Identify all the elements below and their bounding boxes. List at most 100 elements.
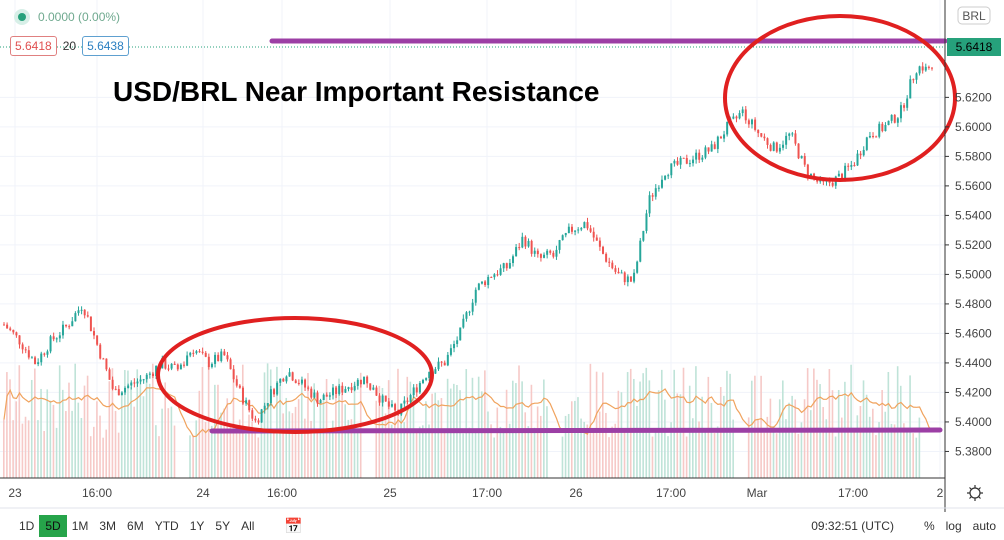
candle-body — [899, 105, 902, 119]
volume-bar — [310, 420, 312, 478]
candle-body — [363, 376, 366, 385]
candle-body — [794, 133, 797, 144]
volume-bar — [49, 400, 52, 478]
sell-price[interactable]: 5.6418 — [10, 36, 57, 56]
candle-body — [685, 158, 688, 164]
candle-body — [567, 226, 570, 233]
volume-bar — [65, 411, 67, 478]
candle-body — [446, 354, 449, 366]
volume-bar — [881, 390, 883, 478]
x-tick-label: 16:00 — [267, 486, 297, 500]
range-ytd[interactable]: YTD — [154, 519, 179, 533]
candle-body — [18, 335, 21, 345]
volume-bar — [15, 401, 18, 478]
candle-body — [797, 143, 800, 159]
volume-bar — [350, 419, 353, 478]
last-price-badge — [947, 38, 1001, 56]
candle-body — [418, 383, 421, 393]
candle-body — [555, 249, 558, 257]
volume-bar — [459, 390, 461, 478]
volume-bar — [893, 424, 896, 478]
candle-body — [390, 404, 393, 407]
candle-body — [645, 213, 648, 231]
percent-toggle[interactable]: % — [923, 519, 935, 533]
candle-body — [96, 335, 99, 345]
candle-body — [52, 336, 55, 340]
candle-body — [459, 327, 462, 341]
date-range-calendar-icon[interactable]: 📅 — [284, 518, 304, 535]
volume-bar — [642, 373, 644, 478]
range-5d[interactable]: 5D — [39, 515, 67, 537]
candle-body — [86, 315, 89, 317]
price-axis: 5.3800 5.4000 5.4200 5.4400 5.4600 5.4800 5.50… — [945, 90, 992, 458]
range-3m[interactable]: 3M — [99, 519, 117, 533]
volume-bar — [52, 404, 55, 478]
candle-body — [539, 254, 542, 258]
y-tick-label: 5.5600 — [955, 179, 992, 193]
candle-body — [279, 378, 282, 383]
volume-bar — [698, 421, 700, 478]
volume-bar — [868, 416, 871, 478]
x-tick-label: 23 — [8, 486, 22, 500]
candle-body — [583, 222, 586, 229]
x-tick-label: 16:00 — [82, 486, 112, 500]
range-1m[interactable]: 1M — [71, 519, 89, 533]
candles — [3, 62, 933, 425]
volume-bar — [915, 437, 918, 478]
candle-body — [859, 153, 862, 156]
volume-bar — [58, 365, 61, 478]
volume-bar — [468, 427, 471, 478]
candle-body — [347, 387, 350, 390]
candle-body — [232, 369, 235, 380]
buy-price[interactable]: 5.6438 — [82, 36, 129, 56]
volume-bar — [527, 426, 530, 478]
range-1y[interactable]: 1Y — [189, 519, 205, 533]
settings-gear-icon[interactable] — [967, 485, 983, 501]
volume-bar — [524, 412, 527, 478]
volume-bar — [263, 372, 266, 478]
candle-body — [300, 379, 303, 384]
volume-moving-average — [3, 386, 933, 438]
volume-bar — [620, 392, 623, 478]
candle-body — [372, 387, 375, 390]
candle-body — [192, 352, 195, 354]
volume-bar — [623, 429, 626, 478]
volume-bar — [608, 437, 610, 478]
volume-bar — [331, 420, 334, 478]
candle-body — [775, 142, 778, 152]
volume-bar — [853, 429, 856, 478]
volume-bar — [421, 425, 424, 478]
range-6m[interactable]: 6M — [127, 519, 144, 533]
volume-bar — [859, 405, 862, 478]
volume-bar — [437, 400, 440, 478]
range-1d[interactable]: 1D — [19, 519, 35, 533]
candle-body — [695, 152, 698, 160]
candle-body — [642, 230, 645, 241]
candle-body — [760, 133, 763, 137]
candle-body — [214, 354, 217, 364]
volume-bar — [207, 365, 210, 478]
candle-body — [105, 358, 108, 370]
volume-bar — [114, 410, 117, 478]
volume-bar — [412, 393, 415, 478]
volume-bar — [713, 433, 716, 478]
x-tick-label: 17:00 — [838, 486, 868, 500]
log-toggle[interactable]: log — [945, 519, 962, 533]
y-tick-label: 5.4200 — [955, 385, 992, 399]
candle-body — [226, 355, 229, 360]
range-all[interactable]: All — [241, 519, 255, 533]
candle-body — [558, 240, 561, 250]
volume-bar — [887, 372, 890, 478]
auto-toggle[interactable]: auto — [972, 519, 996, 533]
candle-body — [782, 144, 785, 148]
range-5y[interactable]: 5Y — [215, 519, 231, 533]
candle-body — [580, 228, 583, 230]
candle-body — [595, 237, 598, 241]
candle-body — [46, 351, 49, 355]
candle-body — [598, 240, 601, 247]
candle-body — [608, 261, 611, 263]
volume-bar — [226, 398, 229, 478]
candle-body — [465, 312, 468, 319]
volume-bar — [865, 394, 868, 478]
